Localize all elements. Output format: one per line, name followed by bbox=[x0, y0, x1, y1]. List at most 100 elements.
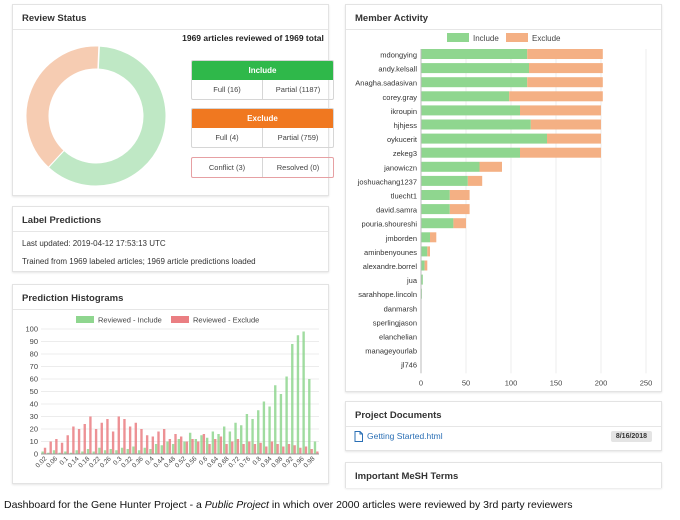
include-bar[interactable] bbox=[421, 190, 450, 200]
include-histogram-bar[interactable] bbox=[302, 331, 305, 455]
exclude-full-count[interactable]: Full (4) bbox=[215, 133, 239, 142]
resolved-count[interactable]: Resolved (0) bbox=[262, 158, 333, 177]
include-bar[interactable] bbox=[421, 119, 531, 130]
exclude-histogram-bar[interactable] bbox=[219, 436, 223, 455]
exclude-histogram-bar[interactable] bbox=[287, 444, 291, 454]
exclude-histogram-bar[interactable] bbox=[299, 447, 302, 454]
include-histogram-bar[interactable] bbox=[160, 445, 163, 454]
include-histogram-bar[interactable] bbox=[217, 434, 220, 454]
exclude-histogram-bar[interactable] bbox=[293, 445, 296, 454]
exclude-histogram-bar[interactable] bbox=[168, 439, 172, 454]
include-histogram-bar[interactable] bbox=[234, 422, 237, 454]
exclude-histogram-bar[interactable] bbox=[60, 442, 64, 454]
exclude-histogram-bar[interactable] bbox=[66, 435, 69, 454]
exclude-bar[interactable] bbox=[449, 190, 470, 200]
include-histogram-bar[interactable] bbox=[268, 406, 271, 455]
include-histogram-bar[interactable] bbox=[120, 447, 124, 454]
exclude-histogram-bar[interactable] bbox=[310, 449, 313, 454]
include-histogram-bar[interactable] bbox=[274, 385, 277, 454]
exclude-bar[interactable] bbox=[449, 204, 470, 215]
include-histogram-bar[interactable] bbox=[171, 444, 175, 454]
exclude-histogram-bar[interactable] bbox=[270, 441, 274, 455]
exclude-histogram-bar[interactable] bbox=[174, 434, 177, 454]
exclude-histogram-bar[interactable] bbox=[89, 416, 92, 455]
include-histogram-bar[interactable] bbox=[143, 447, 146, 454]
exclude-histogram-bar[interactable] bbox=[248, 441, 251, 455]
include-histogram-bar[interactable] bbox=[86, 449, 90, 454]
include-histogram-bar[interactable] bbox=[98, 447, 101, 454]
exclude-histogram-bar[interactable] bbox=[259, 442, 262, 454]
include-histogram-bar[interactable] bbox=[194, 439, 198, 454]
exclude-histogram-bar[interactable] bbox=[231, 441, 234, 455]
exclude-bar[interactable] bbox=[520, 105, 601, 116]
include-histogram-bar[interactable] bbox=[137, 450, 141, 454]
include-histogram-bar[interactable] bbox=[69, 452, 73, 454]
exclude-bar[interactable] bbox=[527, 77, 603, 88]
exclude-bar[interactable] bbox=[424, 260, 428, 271]
exclude-histogram-bar[interactable] bbox=[242, 444, 245, 454]
include-histogram-bar[interactable] bbox=[132, 446, 135, 455]
include-bar[interactable] bbox=[421, 274, 423, 285]
include-histogram-bar[interactable] bbox=[115, 450, 118, 454]
exclude-histogram-bar[interactable] bbox=[128, 426, 132, 455]
include-bar[interactable] bbox=[421, 246, 428, 257]
exclude-bar[interactable] bbox=[430, 232, 437, 243]
include-histogram-bar[interactable] bbox=[257, 410, 260, 454]
exclude-bar[interactable] bbox=[509, 91, 603, 102]
include-histogram-bar[interactable] bbox=[245, 414, 249, 454]
include-histogram-bar[interactable] bbox=[205, 437, 209, 454]
exclude-histogram-bar[interactable] bbox=[316, 451, 319, 455]
exclude-histogram-bar[interactable] bbox=[282, 446, 285, 455]
include-full-count[interactable]: Full (16) bbox=[213, 85, 241, 94]
exclude-histogram-bar[interactable] bbox=[208, 444, 211, 454]
include-histogram-bar[interactable] bbox=[296, 335, 300, 454]
exclude-histogram-bar[interactable] bbox=[111, 431, 115, 455]
include-partial-count[interactable]: Partial (1187) bbox=[262, 80, 333, 99]
include-histogram-bar[interactable] bbox=[285, 376, 288, 455]
getting-started-link[interactable]: Getting Started.html bbox=[367, 431, 443, 441]
exclude-histogram-bar[interactable] bbox=[197, 441, 200, 455]
include-header[interactable]: Include bbox=[192, 61, 333, 80]
include-histogram-bar[interactable] bbox=[291, 344, 294, 454]
exclude-histogram-bar[interactable] bbox=[225, 444, 228, 454]
include-bar[interactable] bbox=[421, 91, 510, 102]
exclude-histogram-bar[interactable] bbox=[83, 424, 86, 454]
exclude-bar[interactable] bbox=[530, 119, 601, 130]
exclude-histogram-bar[interactable] bbox=[77, 429, 81, 454]
include-histogram-bar[interactable] bbox=[308, 379, 311, 454]
include-histogram-bar[interactable] bbox=[154, 444, 158, 454]
include-histogram-bar[interactable] bbox=[58, 452, 61, 454]
include-histogram-bar[interactable] bbox=[240, 425, 243, 454]
include-bar[interactable] bbox=[421, 232, 430, 243]
exclude-histogram-bar[interactable] bbox=[276, 444, 279, 454]
exclude-histogram-bar[interactable] bbox=[94, 429, 98, 454]
exclude-histogram-bar[interactable] bbox=[145, 435, 149, 454]
include-histogram-bar[interactable] bbox=[313, 441, 317, 455]
exclude-histogram-bar[interactable] bbox=[253, 444, 257, 454]
exclude-bar[interactable] bbox=[547, 133, 601, 144]
conflict-count[interactable]: Conflict (3) bbox=[208, 163, 246, 172]
include-histogram-bar[interactable] bbox=[103, 450, 107, 454]
exclude-bar[interactable] bbox=[529, 63, 603, 74]
exclude-histogram-bar[interactable] bbox=[134, 422, 137, 454]
exclude-histogram-bar[interactable] bbox=[185, 441, 189, 455]
donut-exclude-slice[interactable] bbox=[25, 45, 100, 169]
include-histogram-bar[interactable] bbox=[183, 441, 186, 455]
exclude-bar[interactable] bbox=[427, 246, 430, 257]
include-histogram-bar[interactable] bbox=[75, 450, 78, 454]
exclude-histogram-bar[interactable] bbox=[140, 429, 143, 454]
include-histogram-bar[interactable] bbox=[92, 451, 95, 455]
exclude-bar[interactable] bbox=[527, 49, 603, 59]
donut-include-slice[interactable] bbox=[47, 45, 167, 187]
exclude-bar[interactable] bbox=[453, 218, 466, 229]
include-bar[interactable] bbox=[421, 63, 529, 74]
exclude-histogram-bar[interactable] bbox=[123, 419, 126, 454]
include-histogram-bar[interactable] bbox=[211, 431, 215, 455]
include-bar[interactable] bbox=[421, 218, 454, 229]
include-histogram-bar[interactable] bbox=[177, 439, 180, 454]
exclude-histogram-bar[interactable] bbox=[236, 439, 240, 454]
exclude-histogram-bar[interactable] bbox=[265, 446, 268, 455]
include-bar[interactable] bbox=[421, 147, 520, 158]
exclude-bar[interactable] bbox=[520, 147, 601, 158]
exclude-histogram-bar[interactable] bbox=[117, 416, 120, 455]
